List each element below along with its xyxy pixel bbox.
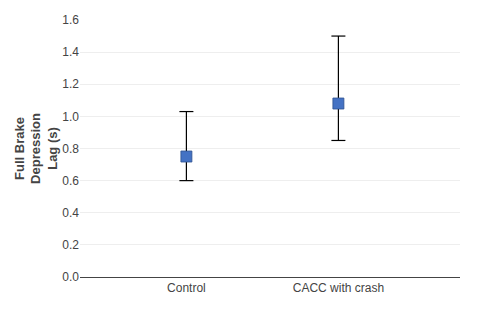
svg-text:1.2: 1.2 xyxy=(62,77,79,91)
svg-text:0.4: 0.4 xyxy=(62,206,79,220)
svg-text:1.6: 1.6 xyxy=(62,13,79,27)
svg-text:Full BrakeDepressionLag (s): Full BrakeDepressionLag (s) xyxy=(12,113,61,184)
svg-text:0.6: 0.6 xyxy=(62,174,79,188)
svg-text:Control: Control xyxy=(167,281,206,295)
svg-text:1.4: 1.4 xyxy=(62,45,79,59)
svg-text:1.0: 1.0 xyxy=(62,110,79,124)
svg-text:0.2: 0.2 xyxy=(62,238,79,252)
svg-text:CACC with crash: CACC with crash xyxy=(293,281,384,295)
svg-text:0.0: 0.0 xyxy=(62,270,79,284)
svg-text:0.8: 0.8 xyxy=(62,142,79,156)
